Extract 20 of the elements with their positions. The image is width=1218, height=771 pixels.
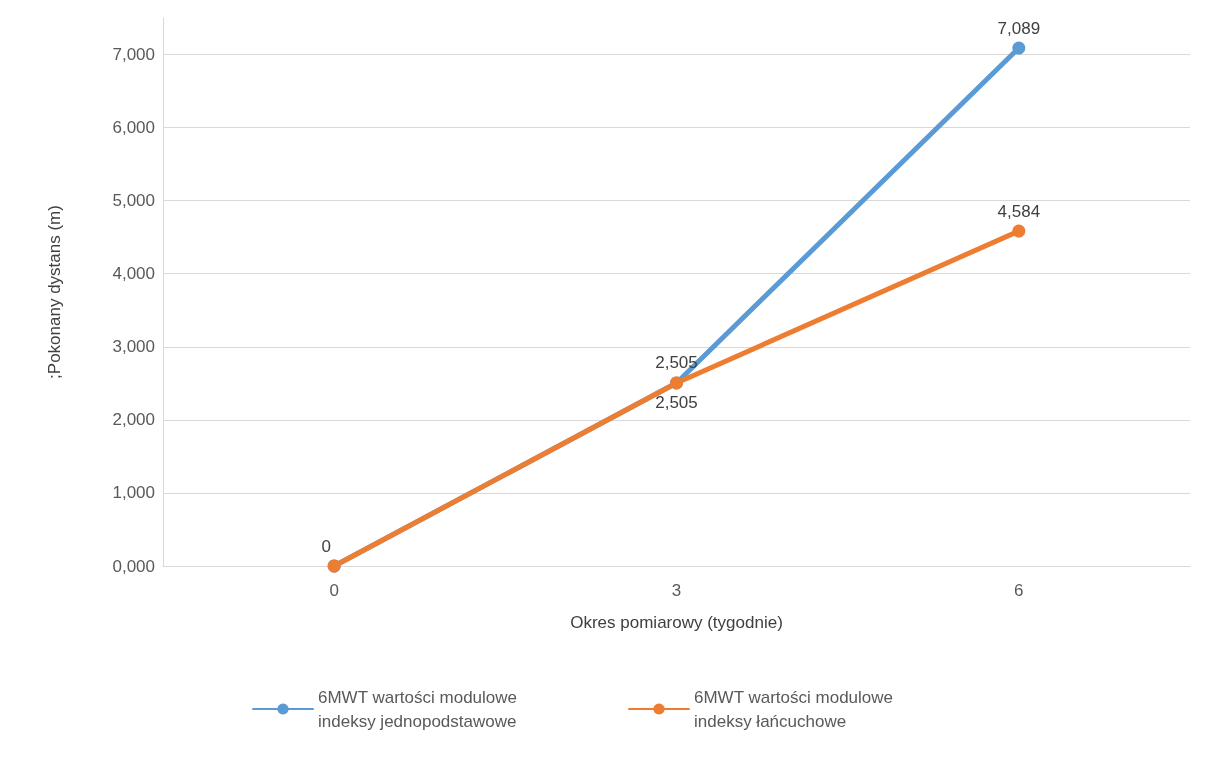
data-label: 2,505 (655, 393, 698, 413)
data-label: 0 (321, 536, 331, 556)
y-tick-label: 7,000 (112, 45, 155, 65)
data-label: 7,089 (997, 18, 1041, 38)
legend-label: 6MWT wartości modulowe indeksy łańcuchowe (694, 687, 898, 731)
legend-label: 6MWT wartości modulowe indeksy jednopodstawowe (318, 687, 522, 731)
x-tick-label: 6 (1014, 581, 1024, 600)
y-tick-label: 5,000 (112, 191, 155, 211)
y-tick-label: 1,000 (112, 483, 155, 503)
x-tick-label: 3 (671, 581, 682, 600)
data-label: 2,505 (655, 353, 698, 373)
y-tick-label: 2,000 (112, 410, 155, 430)
y-tick-label: 3,000 (112, 337, 155, 357)
y-axis-title: ;Pokonany dystans (m) (45, 205, 64, 379)
y-tick-label: 6,000 (112, 118, 155, 138)
y-tick-label: 4,000 (112, 264, 155, 284)
data-label: 4,584 (997, 201, 1041, 221)
y-tick-label: 0,000 (112, 556, 155, 576)
x-tick-label: 0 (329, 581, 339, 600)
x-axis-title: Okres pomiarowy (tygodnie) (570, 613, 783, 632)
